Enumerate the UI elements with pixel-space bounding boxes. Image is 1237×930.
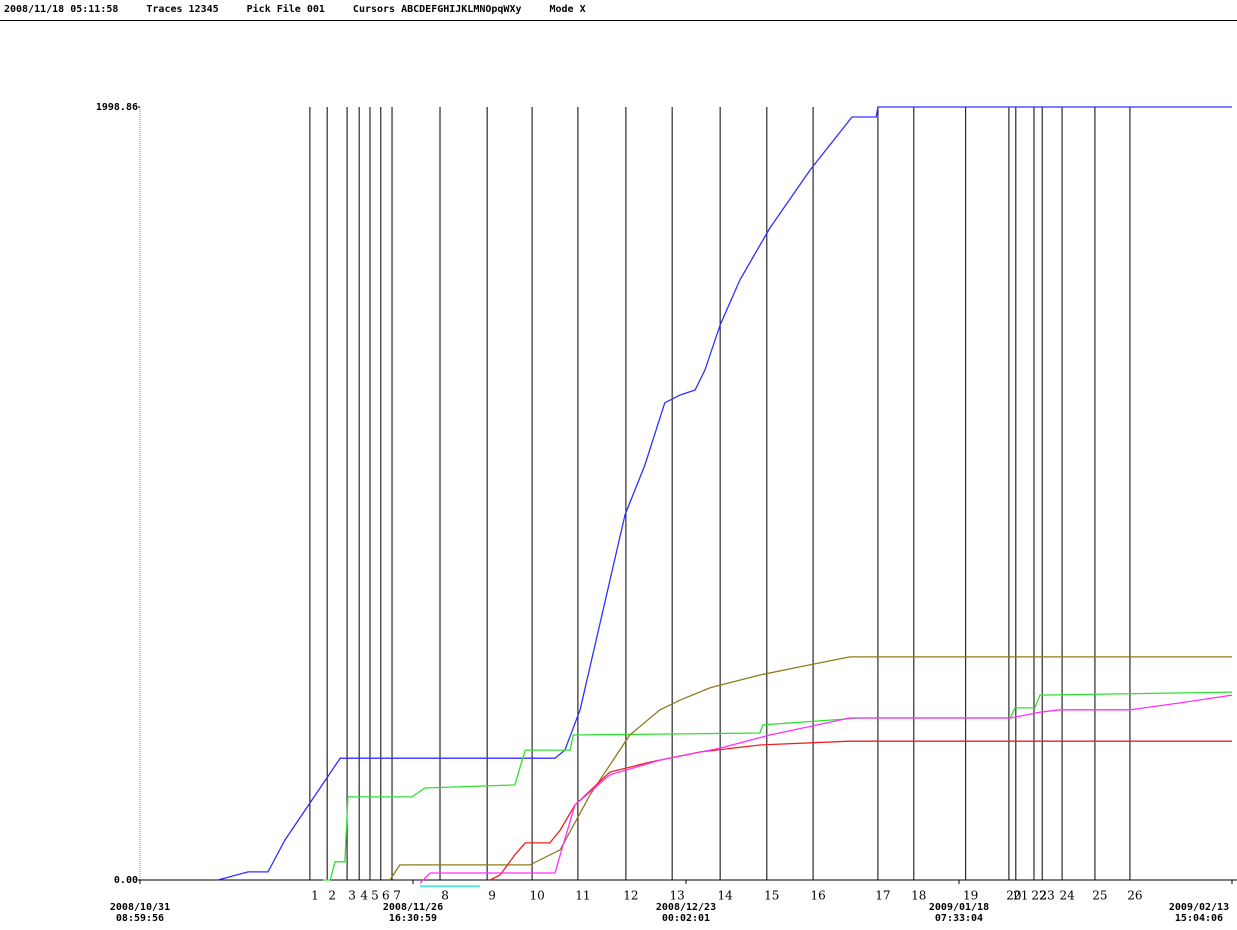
cursor-label: 1 — [311, 889, 319, 903]
status-bar: 2008/11/18 05:11:58 Traces 12345 Pick File… — [0, 0, 1237, 21]
y-tick-label: 0.00 — [114, 875, 138, 886]
cursor-label: 4 — [360, 889, 368, 903]
x-tick-label: 2008/12/23 00:02:01 — [655, 902, 717, 924]
status-field: Cursors ABCDEFGHIJKLMNOpqWXy — [352, 4, 522, 15]
cursor-label: 3 — [348, 889, 356, 903]
cursor-label: 7 — [393, 889, 401, 903]
cursor-label: 13 — [670, 889, 685, 903]
cursor-label: 14 — [717, 889, 733, 903]
cursor-label: 15 — [764, 889, 779, 903]
status-field: Pick File 001 — [246, 4, 325, 15]
trace-line — [489, 740, 1232, 881]
y-tick-label: 1998.86 — [96, 102, 138, 113]
x-tick-label: 2008/11/26 16:30:59 — [382, 902, 444, 924]
cursor-label: 22 — [1031, 889, 1046, 903]
cursor-label: 19 — [963, 889, 978, 903]
cursor-label: 9 — [488, 889, 496, 903]
status-field: 2008/11/18 05:11:58 — [4, 4, 119, 15]
x-tick-label: 2009/01/18 07:33:04 — [928, 902, 990, 924]
cursor-label: 6 — [382, 889, 390, 903]
cursor-label: 21 — [1013, 889, 1028, 903]
x-tick-label: 2008/10/31 08:59:56 — [109, 902, 171, 924]
cursor-label: 16 — [810, 889, 825, 903]
cursor-label: 8 — [441, 889, 449, 903]
trace-line — [419, 694, 1233, 884]
trace-line — [389, 656, 1232, 881]
cursor-label: 20 — [1006, 889, 1021, 903]
status-field: Mode X — [549, 4, 586, 15]
status-field: Traces 12345 — [146, 4, 219, 15]
x-tick-label: 2009/02/13 15:04:06 — [1168, 902, 1230, 924]
trace-line — [217, 106, 1232, 881]
cursor-label: 23 — [1040, 889, 1055, 903]
cursor-label: 25 — [1092, 889, 1107, 903]
cursor-label: 18 — [911, 889, 926, 903]
cursor-label: 26 — [1127, 889, 1142, 903]
cursor-label: 10 — [529, 889, 544, 903]
trace-line — [322, 691, 1233, 881]
cursor-label: 24 — [1059, 889, 1075, 903]
cursor-label: 17 — [875, 889, 890, 903]
cursor-label: 12 — [623, 889, 638, 903]
cursor-label: 11 — [575, 889, 590, 903]
cursor-label: 5 — [371, 889, 379, 903]
cursor-label: 2 — [328, 889, 336, 903]
